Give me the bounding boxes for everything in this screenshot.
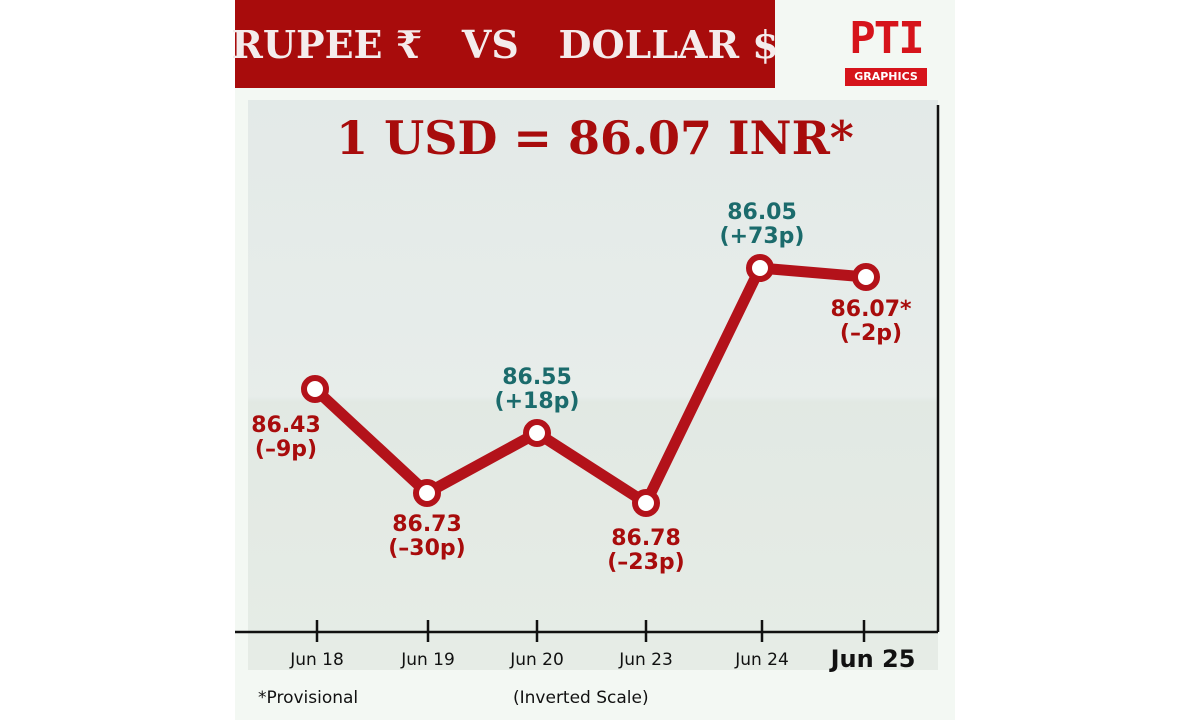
x-tick-label-jun20: Jun 20 xyxy=(510,650,564,670)
x-tick-label-jun25: Jun 25 xyxy=(830,645,916,673)
x-tick-label-jun23: Jun 23 xyxy=(619,650,673,670)
data-label-jun18: 86.43 (–9p) xyxy=(251,413,321,462)
x-tick-label-jun18: Jun 18 xyxy=(290,650,344,670)
x-tick-label-jun24: Jun 24 xyxy=(735,650,789,670)
provisional-note: *Provisional xyxy=(258,688,359,708)
chart-title: RUPEE ₹ VS DOLLAR $ xyxy=(231,21,779,67)
point-jun24[interactable] xyxy=(746,254,774,282)
title-banner: RUPEE ₹ VS DOLLAR $ xyxy=(231,0,779,88)
x-tick-label-jun19: Jun 19 xyxy=(401,650,455,670)
data-label-jun20: 86.55 (+18p) xyxy=(494,365,580,414)
logo-subtitle: GRAPHICS xyxy=(845,68,927,86)
point-jun19[interactable] xyxy=(413,479,441,507)
point-jun23[interactable] xyxy=(632,489,660,517)
currency-notes-background xyxy=(248,100,938,670)
x-axis-ticks xyxy=(315,620,866,642)
point-jun25[interactable] xyxy=(852,263,880,291)
data-label-jun25: 86.07* (–2p) xyxy=(830,297,912,346)
point-jun20[interactable] xyxy=(523,419,551,447)
pti-graphics-logo: PTI GRAPHICS xyxy=(845,14,927,88)
pti-logo-icon: PTI xyxy=(847,14,925,64)
point-jun18[interactable] xyxy=(301,375,329,403)
rate-line xyxy=(309,262,872,509)
inverted-scale-note: (Inverted Scale) xyxy=(513,688,649,708)
data-label-jun23: 86.78 (–23p) xyxy=(607,526,685,575)
data-label-jun19: 86.73 (–30p) xyxy=(388,512,466,561)
data-points xyxy=(301,254,880,517)
headline-rate: 1 USD = 86.07 INR* xyxy=(336,111,854,165)
data-label-jun24: 86.05 (+73p) xyxy=(719,200,805,249)
